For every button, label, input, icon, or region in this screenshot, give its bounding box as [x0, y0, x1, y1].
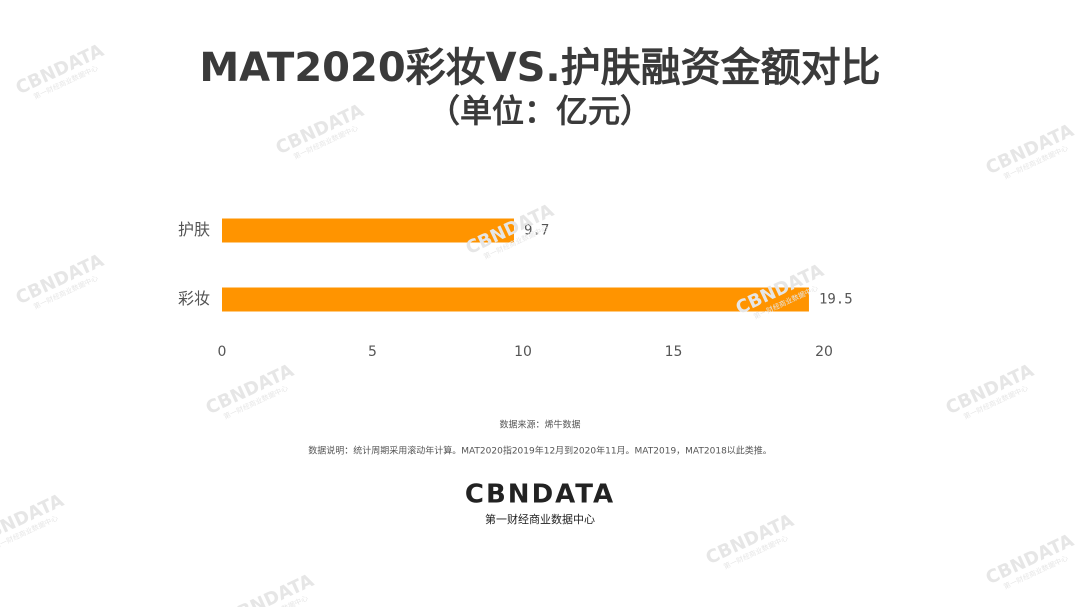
bar — [222, 287, 809, 312]
bar — [222, 218, 514, 243]
x-tick-label: 0 — [218, 344, 227, 360]
x-tick-label: 5 — [368, 344, 377, 360]
logo-tagline: 第一财经商业数据中心 — [485, 512, 595, 526]
x-tick-label: 10 — [514, 344, 532, 360]
y-tick-label: 护肤 — [178, 220, 210, 239]
chart-subtitle: （单位：亿元） — [428, 92, 652, 130]
logo: CBNDATA — [465, 480, 615, 510]
x-tick-label: 20 — [815, 344, 833, 360]
chart-title: MAT2020彩妆VS.护肤融资金额对比 — [199, 45, 880, 91]
source: 数据来源：烯牛数据 — [499, 419, 580, 431]
note: 数据说明：统计周期采用滚动年计算。MAT2020指2019年12月到2020年1… — [308, 445, 772, 457]
value-label: 9.7 — [524, 223, 549, 239]
value-label: 19.5 — [819, 292, 853, 308]
x-tick-label: 15 — [665, 344, 683, 360]
y-tick-label: 彩妆 — [178, 289, 210, 308]
